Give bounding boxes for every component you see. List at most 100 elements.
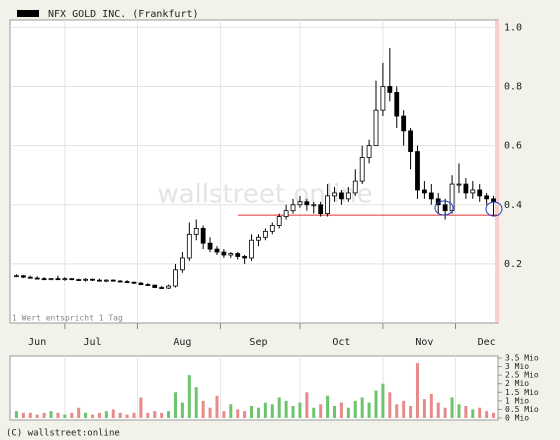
candle-body: [449, 183, 455, 212]
volume-bar: [346, 407, 350, 418]
y-tick-label: 0.5 Mio: [505, 405, 539, 414]
volume-bar: [97, 412, 101, 418]
candle-body: [290, 204, 296, 212]
candle-body: [428, 192, 434, 200]
y-tick-label: 0.6: [504, 141, 522, 152]
copyright: (C) wallstreet:online: [6, 429, 120, 439]
candle-body: [207, 242, 213, 250]
candle-body: [491, 198, 496, 203]
volume-bar: [14, 411, 18, 418]
candle-body: [131, 281, 137, 284]
candle-body: [339, 192, 344, 200]
x-tick-label: Aug: [173, 337, 191, 348]
y-tick-label: 1 Mio: [505, 396, 529, 405]
volume-bar: [312, 407, 316, 418]
volume-bar: [118, 412, 122, 418]
volume-bar: [167, 411, 171, 418]
volume-bar: [339, 402, 343, 418]
highlight-circle: [434, 200, 454, 216]
candle-body: [179, 257, 185, 271]
volume-bar: [443, 407, 447, 418]
x-tick-label: Oct: [332, 337, 350, 348]
candle-body: [41, 278, 47, 281]
volume-bar: [208, 407, 212, 418]
candle-body: [394, 92, 400, 117]
candle-body: [173, 269, 178, 287]
volume-bar: [270, 404, 274, 418]
volume-bar: [153, 411, 157, 418]
volume-bar: [49, 411, 53, 418]
candle-body: [186, 233, 192, 259]
volume-bar: [492, 412, 496, 418]
candle-body: [138, 282, 144, 285]
volume-bar: [464, 406, 468, 418]
volume-bar: [28, 412, 32, 418]
candle-body: [442, 204, 448, 212]
volume-bar: [173, 392, 177, 418]
candle-body: [484, 195, 490, 200]
candle-body: [20, 275, 26, 278]
volume-bar: [125, 414, 129, 418]
volume-bar: [160, 412, 164, 418]
volume-bar: [63, 414, 67, 418]
y-tick-label: 0.2: [504, 259, 522, 270]
legend-label: NFX GOLD INC. (Frankfurt): [48, 9, 199, 20]
candle-body: [117, 280, 123, 283]
candle-body: [193, 228, 199, 235]
volume-bar: [402, 400, 406, 418]
volume-bar: [367, 402, 371, 418]
volume-bar: [201, 400, 205, 418]
candle-body: [69, 278, 75, 281]
candle-body: [256, 236, 261, 241]
volume-bar: [222, 411, 226, 418]
volume-bar: [319, 404, 323, 418]
candle-body: [221, 251, 227, 256]
volume-bar: [70, 412, 74, 418]
candle-body: [269, 225, 275, 232]
candle-body: [14, 275, 19, 278]
volume-bar: [388, 392, 392, 418]
volume-bar: [250, 406, 254, 418]
candle-body: [124, 281, 130, 284]
candle-body: [214, 248, 220, 253]
candle-body: [283, 210, 289, 217]
volume-bar: [471, 409, 475, 418]
volume-bar: [381, 383, 385, 418]
note: 1 Wert entspricht 1 Tag: [12, 314, 123, 323]
candle-body: [276, 216, 282, 226]
volume-bar: [409, 406, 413, 418]
volume-bar: [229, 404, 233, 418]
candle-body: [48, 278, 54, 281]
plot-area: [9, 19, 499, 324]
volume-bar: [485, 411, 489, 418]
volume-bar: [277, 397, 281, 418]
candle-body: [387, 86, 393, 93]
volume-bar: [42, 412, 46, 418]
candle-body: [401, 115, 407, 132]
volume-bar: [305, 392, 309, 418]
candle-body: [456, 183, 462, 186]
volume-bar: [291, 406, 295, 418]
candle-body: [297, 201, 303, 206]
volume-bar: [236, 409, 240, 418]
volume-bar: [180, 402, 184, 418]
volume-bar: [284, 400, 288, 418]
volume-bar: [374, 390, 378, 418]
candle-body: [380, 86, 386, 111]
volume-bar: [187, 375, 191, 418]
volume-bar: [457, 404, 461, 418]
candle-body: [408, 130, 413, 152]
volume-bar: [56, 412, 60, 418]
candle-body: [249, 239, 254, 259]
candle-body: [463, 183, 469, 194]
y-tick-label: 0 Mio: [505, 414, 529, 423]
candle-body: [235, 253, 241, 257]
candle-body: [359, 157, 365, 182]
x-tick-label: Jul: [83, 337, 101, 348]
candle-body: [34, 277, 40, 280]
candle-body: [62, 278, 68, 281]
volume-bar: [395, 404, 399, 418]
volume-bar: [353, 400, 357, 418]
volume-bar: [35, 414, 39, 418]
